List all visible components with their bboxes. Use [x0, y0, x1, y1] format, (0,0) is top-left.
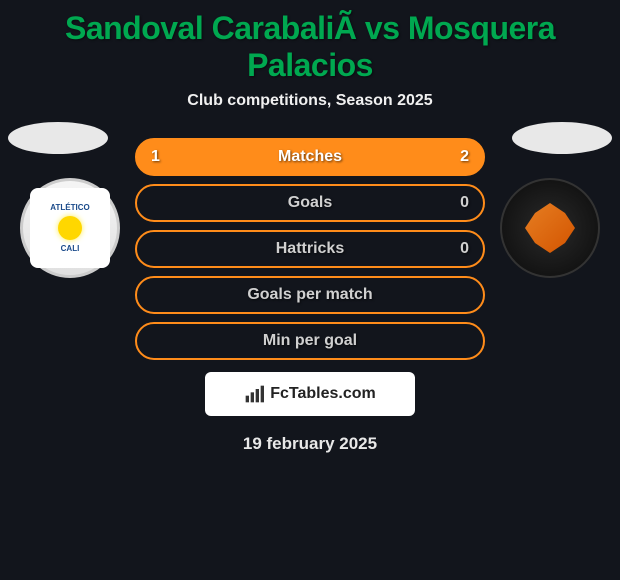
jaguar-icon: [525, 203, 575, 253]
bars-icon: [244, 384, 264, 404]
stat-right-value: 0: [460, 194, 469, 212]
club-badge-left: ATLÉTICO CALI: [20, 178, 120, 278]
stat-label: Hattricks: [276, 240, 344, 258]
badge-left-sun-icon: [58, 216, 82, 240]
stat-left-value: 1: [151, 148, 160, 166]
club-badge-right: [500, 178, 600, 278]
fctables-logo-text: FcTables.com: [270, 385, 376, 403]
comparison-title: Sandoval CarabaliÃ vs Mosquera Palacios: [0, 0, 620, 92]
stat-bar-gpm: Goals per match: [135, 276, 485, 314]
stat-label: Goals per match: [247, 286, 372, 304]
club-badge-right-inner: [515, 193, 585, 263]
comparison-date: 19 february 2025: [0, 434, 620, 454]
stat-label: Matches: [278, 148, 342, 166]
fctables-logo-box[interactable]: FcTables.com: [205, 372, 415, 416]
stat-label: Min per goal: [263, 332, 357, 350]
player-avatar-right: [512, 122, 612, 154]
stat-label: Goals: [288, 194, 332, 212]
stat-right-value: 0: [460, 240, 469, 258]
stat-bar-matches: 1 Matches 2: [135, 138, 485, 176]
stat-right-value: 2: [460, 148, 469, 166]
badge-left-top-text: ATLÉTICO: [50, 203, 89, 212]
club-badge-left-inner: ATLÉTICO CALI: [30, 188, 110, 268]
stat-bar-goals: Goals 0: [135, 184, 485, 222]
badge-left-bottom-text: CALI: [61, 244, 80, 253]
stat-bar-mpg: Min per goal: [135, 322, 485, 360]
player-avatar-left: [8, 122, 108, 154]
stats-container: 1 Matches 2 Goals 0 Hattricks 0 Goals pe…: [135, 130, 485, 360]
stat-bar-hattricks: Hattricks 0: [135, 230, 485, 268]
